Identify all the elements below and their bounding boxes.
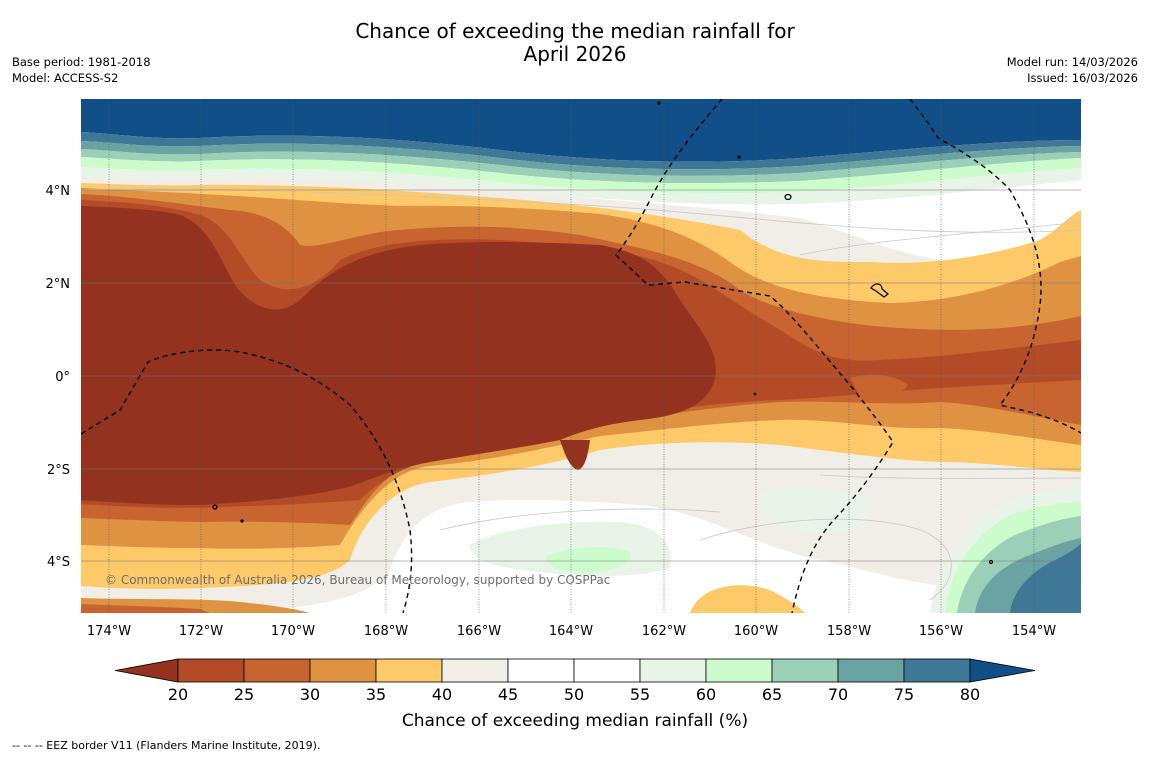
band-80-plus (81, 99, 1081, 162)
lon-label: 156°W (919, 624, 963, 639)
colorbar-swatch (507, 658, 575, 683)
colorbar-tick: 40 (432, 685, 452, 704)
eez-border-east (909, 99, 1081, 434)
band-55 (81, 167, 1081, 205)
inner-25-blob (850, 374, 908, 398)
chart-title-line1: Chance of exceeding the median rainfall … (355, 19, 795, 43)
island-small-2 (240, 519, 244, 523)
lon-label: 160°W (734, 624, 778, 639)
model-name: Model: ACCESS-S2 (12, 71, 119, 85)
meta-right: Model run: 14/03/2026 Issued: 16/03/2026 (1007, 54, 1138, 86)
lon-label: 174°W (87, 624, 131, 639)
bottom-dry-strip-3 (81, 604, 210, 613)
lon-label: 168°W (364, 624, 408, 639)
colorbar-swatch (243, 658, 311, 683)
band-65 (81, 149, 1081, 184)
island-small-5 (988, 559, 994, 565)
colorbar-tick: 25 (234, 685, 254, 704)
colorbar-label: Chance of exceeding median rainfall (%) (402, 711, 748, 731)
colorbar-swatch (177, 658, 245, 683)
lon-label: 164°W (549, 624, 593, 639)
colorbar-tick: 55 (630, 685, 650, 704)
map-field (81, 99, 1081, 613)
colorbar-swatch (705, 658, 773, 683)
island-tabuaeran (784, 193, 792, 201)
lon-label: 162°W (642, 624, 686, 639)
lon-label: 166°W (457, 624, 501, 639)
colorbar-ticks: 20 25 30 35 40 45 50 55 60 65 70 75 80 (168, 685, 980, 704)
colorbar-swatch (375, 658, 443, 683)
colorbar-extend-high (969, 658, 1036, 683)
colorbar-tick: 60 (696, 685, 716, 704)
colorbar-swatch (639, 658, 707, 683)
issued-date: Issued: 16/03/2026 (1027, 71, 1138, 85)
eez-border-west (81, 349, 413, 613)
meta-left: Base period: 1981-2018 Model: ACCESS-S2 (12, 54, 151, 86)
base-period: Base period: 1981-2018 (12, 55, 151, 69)
colorbar-tick: 35 (366, 685, 386, 704)
eez-border-central (615, 99, 894, 613)
lat-label: 4°N (46, 184, 71, 199)
lon-labels: 174°W 172°W 170°W 168°W 166°W 164°W 162°… (87, 624, 1056, 639)
colorbar-swatch (573, 658, 641, 683)
band-75 (81, 132, 1081, 170)
colorbar-tick: 65 (762, 685, 782, 704)
island-small-6 (753, 392, 757, 396)
colorbar-tick: 75 (894, 685, 914, 704)
eez-borders (81, 99, 1081, 613)
band-70 (81, 141, 1081, 176)
lon-label: 154°W (1012, 624, 1056, 639)
colorbar-swatch (771, 658, 839, 683)
grid (108, 99, 1035, 613)
colorbar-swatch (309, 658, 377, 683)
wet-patch-60a (546, 547, 631, 573)
colorbar-tick: 45 (498, 685, 518, 704)
colorbar-tick: 30 (300, 685, 320, 704)
lat-labels: 4°N 2°N 0° 2°S 4°S (46, 184, 71, 570)
colorbar-swatch (903, 658, 971, 683)
islands (212, 101, 994, 565)
lat-label: 2°S (47, 463, 70, 478)
bottom-dry-strip (690, 585, 805, 613)
island-small-1 (212, 504, 218, 510)
lat-label: 4°S (47, 555, 70, 570)
wet-patch-55b (760, 487, 868, 533)
model-run: Model run: 14/03/2026 (1006, 55, 1138, 69)
dry-notch (560, 440, 590, 470)
colorbar-tick: 80 (960, 685, 980, 704)
island-small-3 (657, 101, 661, 105)
island-small-4 (737, 155, 741, 159)
contour-lines (81, 188, 1081, 601)
colorbar-tick: 50 (564, 685, 584, 704)
band-60 (81, 157, 1081, 194)
chart-title-line2: April 2026 (523, 42, 627, 66)
colorbar-extend-low (114, 658, 179, 683)
colorbar-swatch (441, 658, 509, 683)
colorbar-tick: 70 (828, 685, 848, 704)
eez-footnote: -- -- -- EEZ border V11 (Flanders Marine… (12, 739, 321, 752)
island-kiritimati (870, 283, 889, 298)
copyright-text: © Commonwealth of Australia 2026, Bureau… (105, 573, 610, 587)
lon-label: 170°W (271, 624, 315, 639)
grid-lat (81, 189, 1081, 562)
lon-label: 158°W (827, 624, 871, 639)
lon-label: 172°W (179, 624, 223, 639)
band-below-20 (81, 206, 716, 505)
lat-label: 2°N (46, 277, 71, 292)
colorbar-swatch (837, 658, 905, 683)
colorbar (114, 658, 1036, 683)
colorbar-tick: 20 (168, 685, 188, 704)
lat-label: 0° (55, 370, 70, 385)
